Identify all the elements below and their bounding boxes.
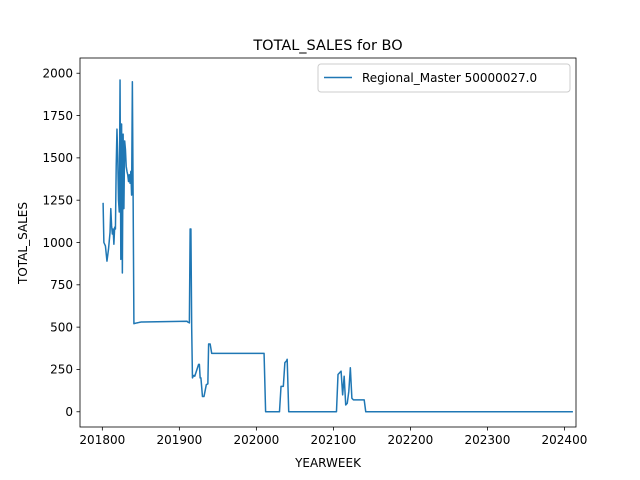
y-tick-label: 250 bbox=[50, 363, 73, 377]
x-tick-label: 202300 bbox=[465, 433, 511, 447]
x-tick-label: 201800 bbox=[79, 433, 125, 447]
y-tick-label: 1000 bbox=[42, 236, 73, 250]
legend: Regional_Master 50000027.0 bbox=[317, 63, 571, 93]
legend-label: Regional_Master 50000027.0 bbox=[362, 71, 537, 85]
y-tick-label: 0 bbox=[65, 405, 73, 419]
y-axis: 0 250 500 750 1000 1250 1500 1750 2000 bbox=[42, 67, 80, 419]
y-axis-label: TOTAL_SALES bbox=[16, 202, 30, 285]
y-tick-label: 1750 bbox=[42, 109, 73, 123]
y-tick-label: 750 bbox=[50, 278, 73, 292]
x-tick-label: 202100 bbox=[310, 433, 356, 447]
series-line bbox=[102, 79, 573, 413]
x-axis: 201800 201900 202000 202100 202200 202300 2024… bbox=[79, 427, 587, 447]
y-tick-label: 2000 bbox=[42, 67, 73, 81]
y-tick-label: 1500 bbox=[42, 151, 73, 165]
y-tick-label: 500 bbox=[50, 320, 73, 334]
legend-box bbox=[317, 63, 571, 93]
series-layer bbox=[102, 79, 573, 413]
x-tick-label: 202000 bbox=[233, 433, 279, 447]
x-axis-label: YEARWEEK bbox=[294, 456, 362, 470]
x-tick-label: 201900 bbox=[156, 433, 202, 447]
chart-title: TOTAL_SALES for BO bbox=[252, 38, 402, 54]
x-tick-label: 202400 bbox=[542, 433, 588, 447]
y-tick-label: 1250 bbox=[42, 193, 73, 207]
x-tick-label: 202200 bbox=[388, 433, 434, 447]
